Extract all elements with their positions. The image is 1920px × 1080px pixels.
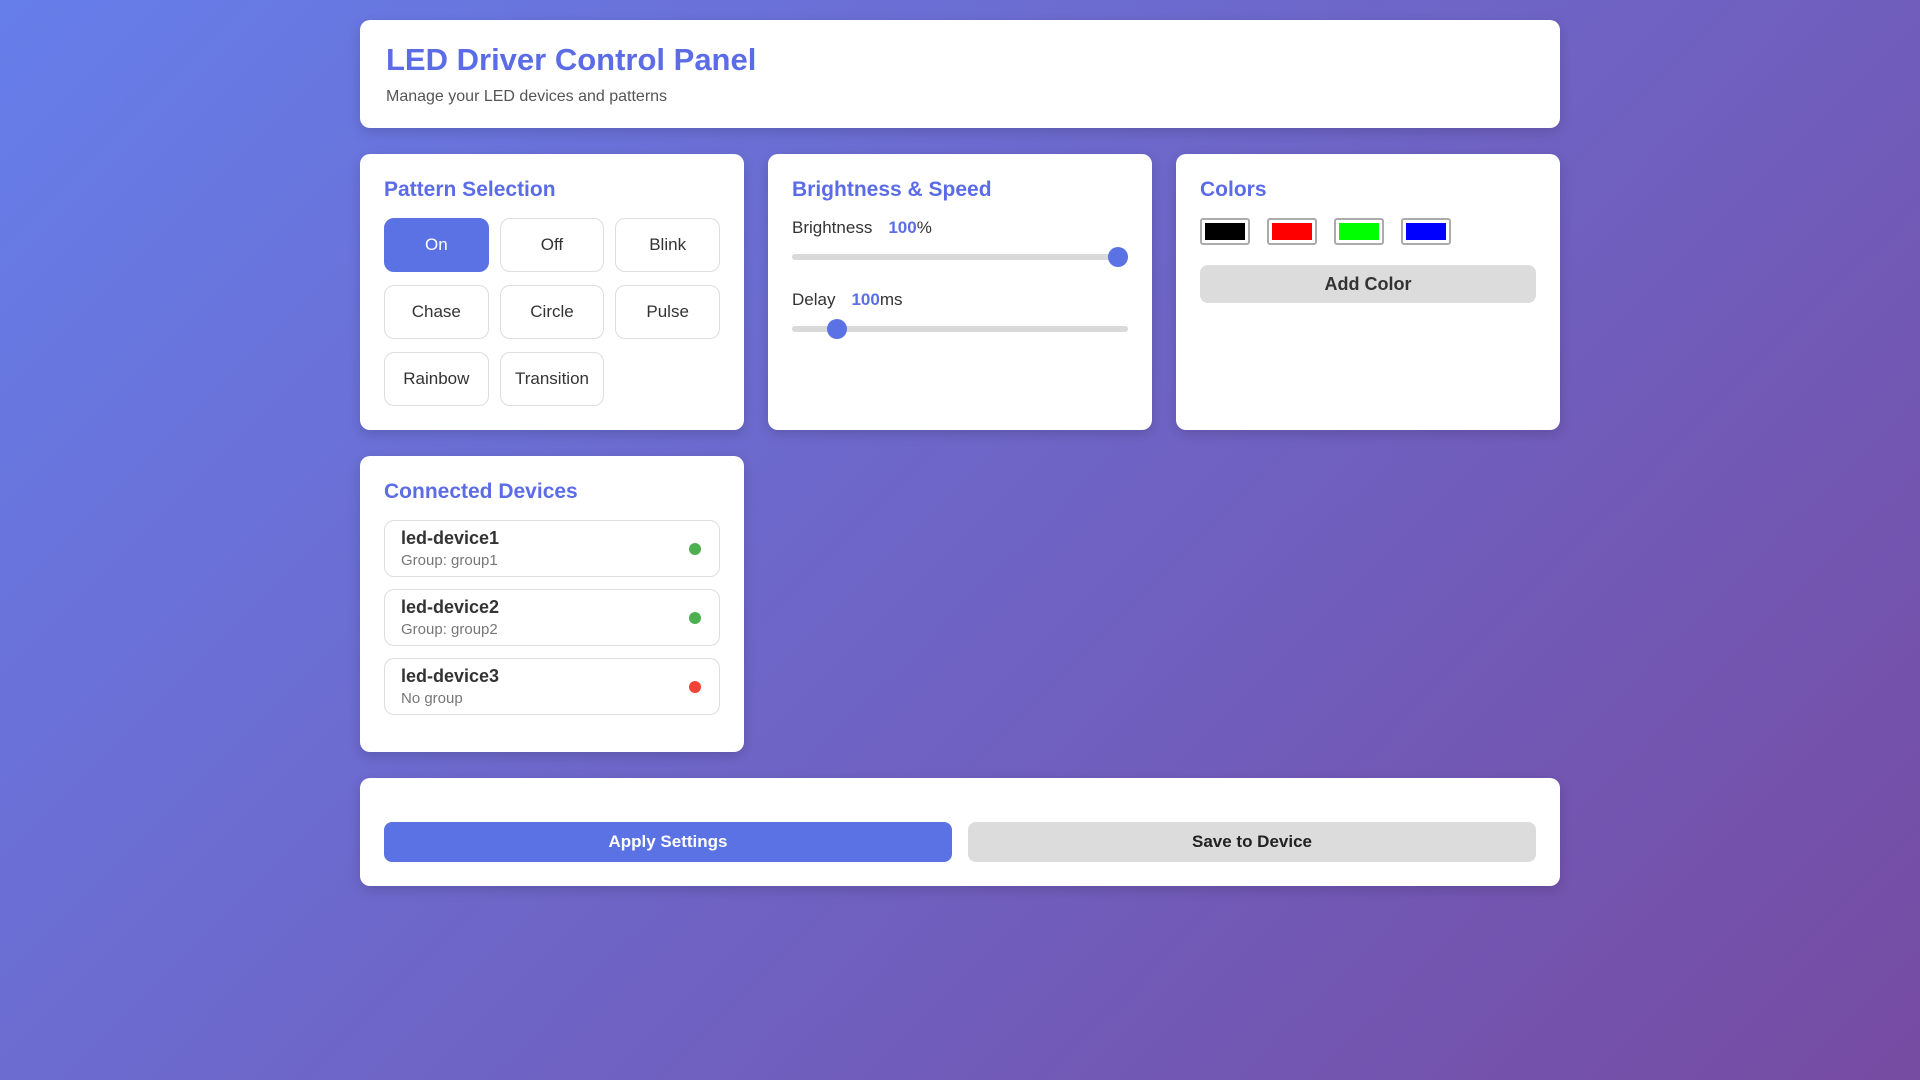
brightness-speed-card: Brightness & Speed Brightness 100% Delay 1… [768, 154, 1152, 430]
device-row-led-device2: led-device2 Group: group2 [384, 589, 720, 646]
device-name: led-device2 [401, 597, 500, 617]
color-swatch-black[interactable] [1200, 218, 1250, 245]
color-swatch-red-fill [1272, 223, 1312, 240]
brightness-unit: % [916, 218, 932, 237]
color-swatch-black-fill [1205, 223, 1245, 240]
delay-unit: ms [879, 290, 903, 309]
color-swatch-blue-fill [1406, 223, 1446, 240]
apply-settings-button[interactable]: Apply Settings [384, 822, 952, 862]
pattern-selection-title: Pattern Selection [384, 178, 556, 201]
device-info: led-device2 Group: group2 [401, 597, 499, 638]
color-swatch-green-fill [1339, 223, 1379, 240]
header-card: LED Driver Control Panel Manage your LED… [360, 20, 1560, 128]
device-row-led-device3: led-device3 No group [384, 658, 720, 715]
brightness-slider-thumb[interactable] [1108, 247, 1128, 267]
brightness-slider-track[interactable] [792, 254, 1128, 260]
delay-value: 100 [851, 290, 880, 309]
add-color-button[interactable]: Add Color [1200, 265, 1536, 303]
brightness-speed-title: Brightness & Speed [792, 178, 992, 201]
device-name: led-device1 [401, 528, 500, 548]
device-info: led-device1 Group: group1 [401, 528, 499, 569]
brightness-slider[interactable] [792, 247, 1128, 267]
pattern-button-on[interactable]: On [384, 218, 489, 272]
connected-devices-card: Connected Devices led-device1 Group: gro… [360, 456, 744, 752]
main-container: LED Driver Control Panel Manage your LED… [360, 0, 1560, 886]
color-swatch-red[interactable] [1267, 218, 1317, 245]
brightness-label-row: Brightness 100% [792, 218, 1128, 238]
pattern-button-circle[interactable]: Circle [499, 285, 605, 339]
delay-slider-track[interactable] [792, 326, 1128, 332]
pattern-button-chase[interactable]: Chase [384, 285, 489, 339]
color-swatches [1200, 218, 1536, 245]
page-title: LED Driver Control Panel [386, 42, 757, 77]
device-group: Group: group2 [401, 621, 498, 638]
actions-card: Apply Settings Save to Device [360, 778, 1560, 886]
delay-slider-thumb[interactable] [826, 319, 847, 339]
colors-card: Colors Add Color [1176, 154, 1560, 430]
pattern-button-blink[interactable]: Blink [615, 218, 720, 272]
device-group: Group: group1 [401, 552, 498, 569]
delay-label-row: Delay 100ms [792, 290, 1128, 310]
pattern-selection-card: Pattern Selection On Off Blink Chase Cir… [360, 154, 744, 430]
pattern-button-transition[interactable]: Transition [499, 352, 605, 406]
connected-devices-title: Connected Devices [384, 480, 578, 503]
pattern-button-rainbow[interactable]: Rainbow [384, 352, 489, 406]
pattern-button-off[interactable]: Off [499, 218, 605, 272]
save-to-device-button[interactable]: Save to Device [968, 822, 1536, 862]
top-cards-row: Pattern Selection On Off Blink Chase Cir… [360, 154, 1560, 430]
brightness-value: 100 [888, 218, 917, 237]
device-status-dot [689, 611, 701, 624]
device-status-dot [689, 680, 701, 693]
device-group: No group [401, 690, 463, 707]
color-swatch-blue[interactable] [1401, 218, 1451, 245]
brightness-label: Brightness [792, 218, 873, 237]
pattern-button-pulse[interactable]: Pulse [615, 285, 720, 339]
device-status-dot [689, 542, 701, 555]
colors-title: Colors [1200, 178, 1267, 201]
delay-label: Delay [792, 290, 836, 309]
color-swatch-green[interactable] [1334, 218, 1384, 245]
delay-slider[interactable] [792, 319, 1128, 339]
devices-row: Connected Devices led-device1 Group: gro… [360, 456, 1560, 752]
page-subtitle: Manage your LED devices and patterns [386, 88, 668, 105]
device-info: led-device3 No group [401, 666, 499, 707]
device-row-led-device1: led-device1 Group: group1 [384, 520, 720, 577]
device-name: led-device3 [401, 666, 500, 686]
pattern-grid: On Off Blink Chase Circle Pulse Rainbow … [384, 218, 720, 406]
